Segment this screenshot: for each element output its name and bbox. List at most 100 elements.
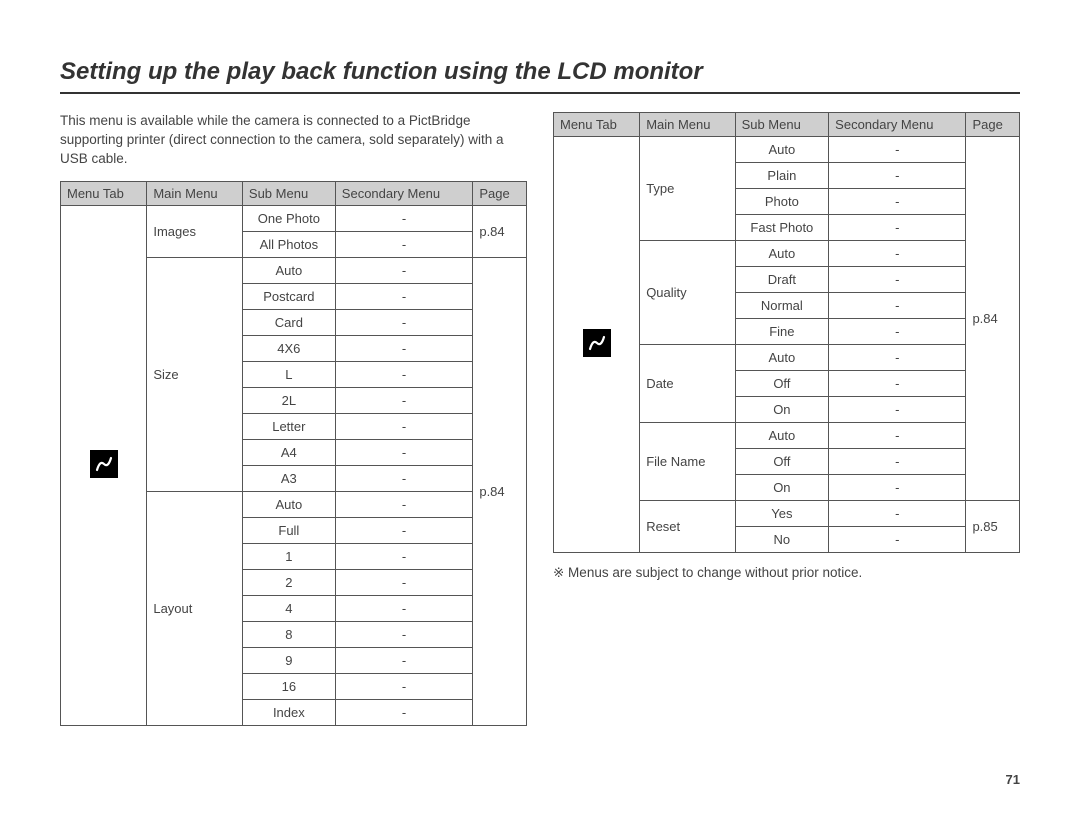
col-sub-menu: Sub Menu — [735, 113, 829, 137]
sub-menu-cell: Postcard — [242, 283, 335, 309]
col-sub-menu: Sub Menu — [242, 181, 335, 205]
page-title: Setting up the play back function using … — [60, 58, 1020, 94]
right-column: Menu Tab Main Menu Sub Menu Secondary Me… — [553, 112, 1020, 726]
sub-menu-cell: Index — [242, 699, 335, 725]
secondary-menu-cell: - — [829, 267, 966, 293]
secondary-menu-cell: - — [335, 673, 473, 699]
secondary-menu-cell: - — [335, 283, 473, 309]
secondary-menu-cell: - — [335, 517, 473, 543]
sub-menu-cell: Full — [242, 517, 335, 543]
secondary-menu-cell: - — [829, 371, 966, 397]
menu-tab-icon-cell — [61, 205, 147, 725]
col-menu-tab: Menu Tab — [554, 113, 640, 137]
col-secondary-menu: Secondary Menu — [829, 113, 966, 137]
main-menu-cell: File Name — [640, 423, 735, 501]
main-menu-cell: Images — [147, 205, 243, 257]
secondary-menu-cell: - — [829, 423, 966, 449]
footnote-text: ※ Menus are subject to change without pr… — [553, 565, 1020, 581]
main-menu-cell: Layout — [147, 491, 243, 725]
secondary-menu-cell: - — [335, 361, 473, 387]
pictbridge-icon — [90, 450, 118, 478]
page-cell: p.84 — [473, 257, 527, 725]
sub-menu-cell: Off — [735, 371, 829, 397]
sub-menu-cell: A3 — [242, 465, 335, 491]
left-column: This menu is available while the camera … — [60, 112, 527, 726]
main-menu-cell: Size — [147, 257, 243, 491]
sub-menu-cell: Off — [735, 449, 829, 475]
sub-menu-cell: Auto — [242, 491, 335, 517]
sub-menu-cell: 16 — [242, 673, 335, 699]
secondary-menu-cell: - — [829, 345, 966, 371]
col-main-menu: Main Menu — [640, 113, 735, 137]
sub-menu-cell: Auto — [735, 137, 829, 163]
page-cell: p.85 — [966, 501, 1020, 553]
sub-menu-cell: 4 — [242, 595, 335, 621]
sub-menu-cell: Photo — [735, 189, 829, 215]
sub-menu-cell: Card — [242, 309, 335, 335]
sub-menu-cell: No — [735, 527, 829, 553]
col-page: Page — [966, 113, 1020, 137]
sub-menu-cell: Letter — [242, 413, 335, 439]
table-header-row: Menu Tab Main Menu Sub Menu Secondary Me… — [554, 113, 1020, 137]
sub-menu-cell: One Photo — [242, 205, 335, 231]
secondary-menu-cell: - — [335, 699, 473, 725]
secondary-menu-cell: - — [829, 163, 966, 189]
secondary-menu-cell: - — [335, 413, 473, 439]
secondary-menu-cell: - — [335, 231, 473, 257]
secondary-menu-cell: - — [335, 309, 473, 335]
secondary-menu-cell: - — [335, 439, 473, 465]
secondary-menu-cell: - — [335, 257, 473, 283]
sub-menu-cell: A4 — [242, 439, 335, 465]
secondary-menu-cell: - — [829, 449, 966, 475]
secondary-menu-cell: - — [829, 293, 966, 319]
secondary-menu-cell: - — [829, 319, 966, 345]
sub-menu-cell: Auto — [735, 423, 829, 449]
sub-menu-cell: Auto — [735, 345, 829, 371]
main-menu-cell: Date — [640, 345, 735, 423]
col-main-menu: Main Menu — [147, 181, 243, 205]
secondary-menu-cell: - — [335, 491, 473, 517]
secondary-menu-cell: - — [829, 215, 966, 241]
secondary-menu-cell: - — [829, 137, 966, 163]
sub-menu-cell: Auto — [242, 257, 335, 283]
table-row: Images One Photo - p.84 — [61, 205, 527, 231]
sub-menu-cell: On — [735, 397, 829, 423]
content-columns: This menu is available while the camera … — [60, 112, 1020, 726]
secondary-menu-cell: - — [829, 397, 966, 423]
table-header-row: Menu Tab Main Menu Sub Menu Secondary Me… — [61, 181, 527, 205]
sub-menu-cell: Fast Photo — [735, 215, 829, 241]
page-cell: p.84 — [473, 205, 527, 257]
secondary-menu-cell: - — [829, 527, 966, 553]
secondary-menu-cell: - — [335, 465, 473, 491]
secondary-menu-cell: - — [829, 501, 966, 527]
left-menu-table: Menu Tab Main Menu Sub Menu Secondary Me… — [60, 181, 527, 726]
sub-menu-cell: Auto — [735, 241, 829, 267]
page-cell: p.84 — [966, 137, 1020, 501]
secondary-menu-cell: - — [335, 647, 473, 673]
secondary-menu-cell: - — [335, 595, 473, 621]
right-menu-table: Menu Tab Main Menu Sub Menu Secondary Me… — [553, 112, 1020, 553]
secondary-menu-cell: - — [829, 241, 966, 267]
sub-menu-cell: 8 — [242, 621, 335, 647]
intro-text: This menu is available while the camera … — [60, 112, 527, 169]
pictbridge-icon — [583, 329, 611, 357]
secondary-menu-cell: - — [829, 475, 966, 501]
main-menu-cell: Quality — [640, 241, 735, 345]
sub-menu-cell: Plain — [735, 163, 829, 189]
secondary-menu-cell: - — [335, 621, 473, 647]
sub-menu-cell: 2 — [242, 569, 335, 595]
main-menu-cell: Type — [640, 137, 735, 241]
main-menu-cell: Reset — [640, 501, 735, 553]
sub-menu-cell: L — [242, 361, 335, 387]
sub-menu-cell: 2L — [242, 387, 335, 413]
secondary-menu-cell: - — [829, 189, 966, 215]
secondary-menu-cell: - — [335, 569, 473, 595]
secondary-menu-cell: - — [335, 543, 473, 569]
sub-menu-cell: 1 — [242, 543, 335, 569]
sub-menu-cell: Yes — [735, 501, 829, 527]
sub-menu-cell: On — [735, 475, 829, 501]
col-secondary-menu: Secondary Menu — [335, 181, 473, 205]
menu-tab-icon-cell — [554, 137, 640, 553]
secondary-menu-cell: - — [335, 335, 473, 361]
sub-menu-cell: 9 — [242, 647, 335, 673]
